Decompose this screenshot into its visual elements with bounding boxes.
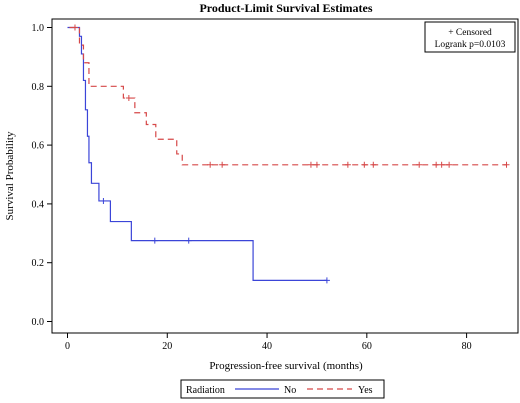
x-axis-label: Progression-free survival (months) [209, 360, 363, 372]
censor-mark-no-3 [323, 277, 330, 284]
y-tick-label-1: 0.2 [32, 258, 45, 269]
censor-mark-yes-6 [344, 161, 351, 168]
censor-mark-yes-8 [370, 161, 377, 168]
censor-mark-yes-13 [503, 161, 510, 168]
chart-title: Product-Limit Survival Estimates [199, 1, 372, 15]
x-tick-label-1: 20 [162, 341, 172, 352]
y-tick-label-2: 0.4 [32, 199, 45, 210]
series-layer [67, 24, 510, 284]
y-tick-label-4: 0.8 [32, 82, 45, 93]
y-axis-label: Survival Probability [4, 131, 16, 220]
censor-mark-no-1 [151, 237, 158, 244]
censor-mark-yes-11 [438, 161, 445, 168]
x-tick-label-2: 40 [262, 341, 272, 352]
censor-mark-yes-10 [433, 161, 440, 168]
y-tick-label-5: 1.0 [32, 23, 45, 34]
censor-mark-yes-7 [361, 161, 368, 168]
censor-mark-yes-12 [446, 161, 453, 168]
legend-frame [180, 379, 385, 399]
series-no [67, 26, 330, 284]
inset-frame [424, 21, 516, 53]
series-yes [69, 24, 510, 168]
logrank-label: Logrank p=0.0103 [435, 40, 506, 50]
inset-box: + Censored Logrank p=0.0103 [424, 21, 516, 53]
censor-mark-yes-3 [219, 161, 226, 168]
legend-title: Radiation [186, 385, 225, 396]
x-tick-label-3: 60 [362, 341, 372, 352]
y-tick-label-3: 0.6 [32, 141, 45, 152]
legend-entry-no: No [284, 385, 296, 396]
x-axis: 0 20 40 60 80 [65, 333, 472, 352]
censor-mark-yes-0 [71, 24, 78, 31]
censor-mark-no-2 [185, 237, 192, 244]
survival-curve-yes [69, 26, 507, 166]
plot-frame [51, 18, 519, 334]
censor-mark-yes-2 [207, 161, 214, 168]
censor-mark-yes-4 [307, 161, 314, 168]
survival-curve-no [67, 26, 327, 281]
censor-mark-yes-5 [313, 161, 320, 168]
legend: Radiation No Yes [180, 379, 385, 399]
y-tick-label-0: 0.0 [32, 317, 45, 328]
x-tick-label-4: 80 [462, 341, 472, 352]
censor-mark-yes-1 [125, 95, 132, 102]
censor-mark-yes-9 [416, 161, 423, 168]
censor-mark-no-0 [100, 197, 107, 204]
y-axis: 0.0 0.2 0.4 0.6 0.8 1.0 [32, 23, 52, 328]
x-tick-label-0: 0 [65, 341, 70, 352]
legend-entry-yes: Yes [358, 385, 373, 396]
censored-legend-label: + Censored [448, 28, 492, 38]
